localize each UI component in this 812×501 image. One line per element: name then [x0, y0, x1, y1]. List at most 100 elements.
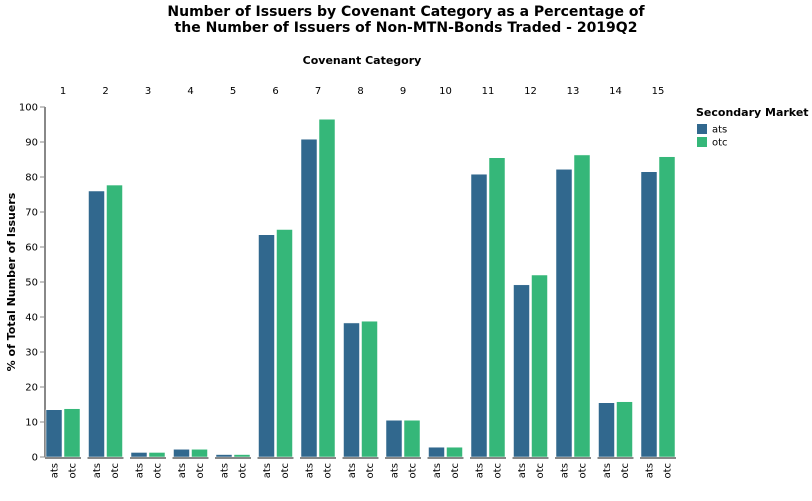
facet-header-label: 9: [400, 86, 406, 97]
bar-otc-5: [233, 454, 251, 458]
y-tick-label: 30: [25, 348, 38, 359]
x-tick-label: otc: [68, 463, 79, 479]
facet-header-label: 4: [187, 86, 193, 97]
bar-ats-6: [258, 234, 275, 458]
x-tick-label: otc: [323, 463, 334, 479]
bar-ats-15: [640, 171, 658, 458]
x-tick-label: ats: [305, 463, 316, 478]
y-axis: 0 10 20 30 40 50 60 70 80 90 100: [19, 103, 46, 464]
bar-ats-5: [215, 454, 233, 458]
legend: Secondary Market ats otc: [696, 106, 809, 149]
x-tick-label: ats: [475, 463, 486, 478]
x-tick-label: otc: [620, 463, 631, 479]
facet-header-label: 11: [482, 86, 495, 97]
bar-ats-9: [385, 420, 403, 458]
y-axis-title: % of Total Number of Issuers: [5, 192, 18, 371]
y-tick-label: 90: [25, 138, 38, 149]
facet-header-label: 3: [145, 86, 151, 97]
bar-ats-11: [470, 173, 488, 458]
chart-title-line-1: Number of Issuers by Covenant Category a…: [167, 4, 645, 20]
bar-otc-6: [276, 229, 293, 458]
x-tick-label: ats: [560, 463, 571, 478]
bar-ats-4: [173, 449, 190, 458]
x-tick-label: otc: [365, 463, 376, 479]
facet-header-label: 2: [102, 86, 108, 97]
y-tick-label: 50: [25, 278, 38, 289]
facet-6: 6 ats otc: [257, 86, 294, 479]
x-tick-label: ats: [262, 463, 273, 478]
bar-otc-3: [148, 452, 166, 458]
facet-5: 5 ats otc: [215, 86, 251, 479]
facet-header-label: 12: [524, 86, 537, 97]
facet-header-label: 13: [567, 86, 580, 97]
x-tick-label: ats: [135, 463, 146, 478]
x-tick-label: otc: [238, 463, 249, 479]
facet-header-label: 5: [230, 86, 236, 97]
x-tick-label: ats: [432, 463, 443, 478]
facet-1: 1 ats otc: [45, 86, 81, 479]
facet-header-label: 15: [652, 86, 665, 97]
x-tick-label: otc: [663, 463, 674, 479]
bar-otc-15: [658, 156, 676, 458]
legend-label-ats: ats: [712, 125, 727, 136]
bar-ats-10: [428, 446, 445, 458]
x-tick-label: otc: [450, 463, 461, 479]
y-tick-label: 10: [25, 418, 38, 429]
x-tick-label: otc: [578, 463, 589, 479]
y-tick-label: 40: [25, 313, 38, 324]
legend-swatch-ats: [697, 124, 707, 134]
bar-ats-8: [343, 322, 360, 458]
x-tick-label: ats: [645, 463, 656, 478]
facet-header-label: 1: [60, 86, 66, 97]
bar-ats-12: [513, 284, 530, 458]
facet-10: 10 ats otc: [427, 86, 464, 479]
x-tick-label: otc: [110, 463, 121, 479]
bar-otc-12: [531, 274, 548, 458]
facet-header-label: 7: [315, 86, 321, 97]
bar-otc-2: [106, 184, 123, 458]
x-tick-label: otc: [195, 463, 206, 479]
facet-7: 7 ats otc: [300, 86, 336, 479]
bar-otc-11: [488, 157, 506, 458]
bar-otc-8: [361, 320, 378, 458]
bar-ats-2: [88, 190, 105, 458]
bar-otc-14: [616, 401, 633, 458]
bar-otc-1: [63, 408, 81, 458]
x-tick-label: ats: [177, 463, 188, 478]
facet-15: 15 ats otc: [640, 86, 676, 479]
bar-ats-7: [300, 138, 318, 458]
facet-12: 12 ats otc: [512, 86, 549, 479]
bar-otc-10: [446, 446, 463, 458]
y-tick-label: 20: [25, 383, 38, 394]
facet-header-label: 6: [272, 86, 278, 97]
x-tick-label: ats: [517, 463, 528, 478]
facet-14: 14 ats otc: [597, 86, 634, 479]
y-tick-label: 0: [32, 453, 38, 464]
bar-ats-14: [598, 402, 615, 458]
x-tick-label: otc: [280, 463, 291, 479]
x-tick-label: ats: [220, 463, 231, 478]
x-tick-label: ats: [390, 463, 401, 478]
facet-11: 11 ats otc: [470, 86, 506, 479]
facet-13: 13 ats otc: [555, 86, 591, 479]
facet-8: 8 ats otc: [342, 86, 379, 479]
x-tick-label: otc: [493, 463, 504, 479]
y-tick-label: 60: [25, 243, 38, 254]
x-tick-label: ats: [92, 463, 103, 478]
facet-header-label: 10: [439, 86, 452, 97]
x-tick-label: otc: [535, 463, 546, 479]
chart-title-line-2: the Number of Issuers of Non-MTN-Bonds T…: [175, 20, 638, 36]
bar-ats-13: [555, 169, 573, 458]
x-tick-label: ats: [347, 463, 358, 478]
bar-otc-7: [318, 119, 336, 458]
x-tick-label: otc: [153, 463, 164, 479]
facet-2: 2 ats otc: [87, 86, 124, 479]
legend-title: Secondary Market: [696, 106, 809, 119]
facet-header-label: 14: [609, 86, 622, 97]
facet-header-label: 8: [357, 86, 363, 97]
facet-3: 3 ats otc: [130, 86, 166, 479]
bar-ats-1: [45, 409, 63, 458]
